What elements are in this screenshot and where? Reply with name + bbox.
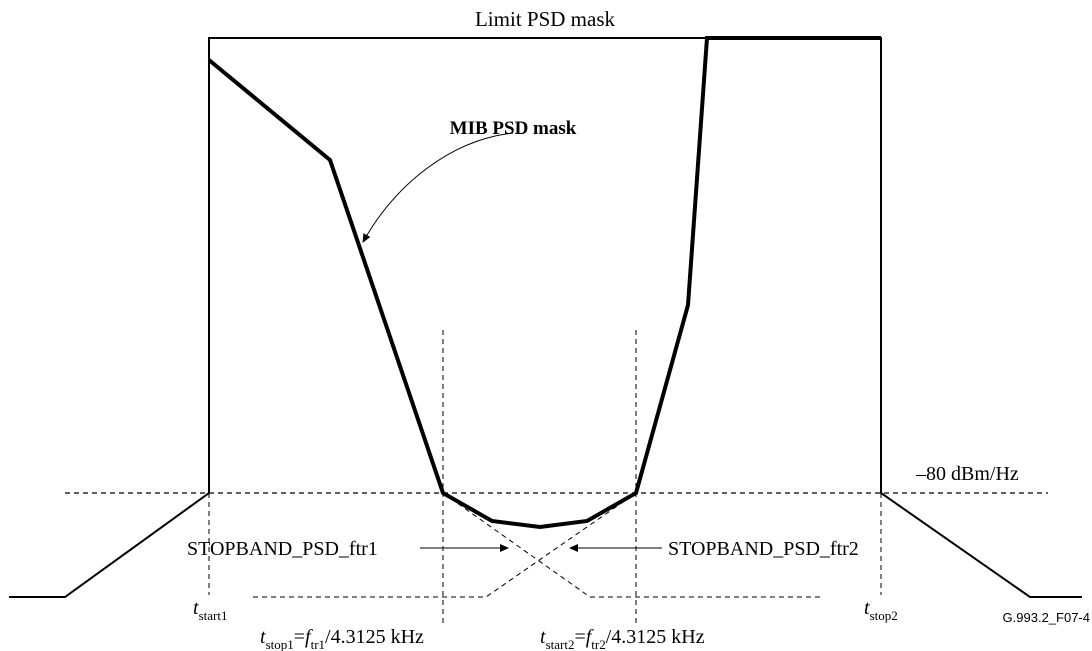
stopband-ftr2-label: STOPBAND_PSD_ftr2 (668, 538, 859, 560)
figure-id: G.993.2_F07-4 (1003, 610, 1090, 625)
stopband-ftr2-line (442, 492, 822, 598)
mib-psd-mask-label: MIB PSD mask (450, 118, 577, 139)
stopband-ftr1-line (253, 492, 637, 598)
reference-level-label: –80 dBm/Hz (915, 463, 1019, 485)
stopband-ftr1-label: STOPBAND_PSD_ftr1 (187, 538, 378, 560)
tstop1-equation: tstop1=ftr1/4.3125 kHz (260, 626, 424, 651)
mib-psd-mask-line (207, 36, 881, 530)
tstart1-label: tstart1 (193, 597, 227, 623)
limit-psd-mask-line (9, 37, 1082, 598)
mib-pointer-arrow (362, 132, 514, 243)
tstop2-label: tstop2 (864, 597, 898, 623)
tstart2-equation: tstart2=ftr2/4.3125 kHz (540, 626, 705, 651)
diagram-title: Limit PSD mask (475, 7, 616, 31)
